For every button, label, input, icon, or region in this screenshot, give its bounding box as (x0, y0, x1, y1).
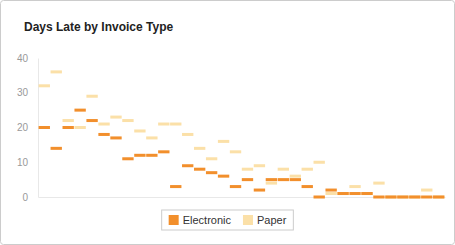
dash-mark (39, 126, 50, 129)
dash-mark (433, 196, 444, 199)
chart-title: Days Late by Invoice Type (24, 20, 173, 34)
dash-mark (421, 196, 432, 199)
legend-swatch (169, 215, 179, 225)
dash-mark (158, 123, 169, 126)
legend-label: Electronic (183, 214, 232, 226)
legend-frame (162, 210, 294, 230)
dash-mark (290, 178, 301, 181)
dash-mark (194, 168, 205, 171)
dash-mark (158, 150, 169, 153)
dash-mark (51, 70, 62, 73)
card-frame (1, 1, 455, 245)
dash-mark (86, 95, 97, 98)
dash-mark (409, 196, 420, 199)
y-tick: 20 (17, 122, 38, 133)
dash-mark (110, 136, 121, 139)
dash-mark (98, 133, 109, 136)
dash-mark (385, 196, 396, 199)
dash-mark (98, 123, 109, 126)
dash-mark (409, 196, 420, 199)
dash-mark (278, 168, 289, 171)
dash-mark (170, 123, 181, 126)
y-tick: 0 (22, 192, 38, 203)
dash-mark (63, 119, 74, 122)
dash-mark (134, 154, 145, 157)
dash-mark (361, 192, 372, 195)
legend-item: Paper (243, 214, 287, 226)
y-tick: 40 (17, 53, 38, 64)
dash-mark (206, 171, 217, 174)
plot-area: 0 10 20 30 40 (17, 53, 446, 203)
marks (39, 70, 445, 198)
dash-mark (146, 154, 157, 157)
legend-label: Paper (257, 214, 287, 226)
dash-mark (361, 192, 372, 195)
dash-mark (230, 150, 241, 153)
dash-mark (397, 196, 408, 199)
y-tick-label: 0 (22, 192, 28, 203)
dash-mark (182, 133, 193, 136)
dash-mark (278, 178, 289, 181)
dash-mark (230, 185, 241, 188)
y-tick-label: 20 (17, 122, 29, 133)
chart-container: Days Late by Invoice Type 0 10 20 30 40 Electr… (0, 0, 455, 245)
y-tick-label: 30 (17, 87, 29, 98)
y-tick-label: 40 (17, 53, 29, 64)
dash-mark (325, 192, 336, 195)
dash-mark (122, 119, 133, 122)
dash-mark (290, 175, 301, 178)
dash-mark (314, 196, 325, 199)
dash-mark (134, 129, 145, 132)
chart-svg: Days Late by Invoice Type 0 10 20 30 40 Electr… (0, 0, 455, 245)
dash-mark (122, 157, 133, 160)
dash-mark (194, 147, 205, 150)
legend-swatch (243, 215, 253, 225)
dash-mark (349, 185, 360, 188)
dash-mark (397, 196, 408, 199)
legend-item: Electronic (169, 214, 232, 226)
y-tick-label: 10 (17, 157, 29, 168)
dash-mark (206, 157, 217, 160)
dash-mark (63, 126, 74, 129)
dash-mark (39, 84, 50, 87)
dash-mark (373, 182, 384, 185)
dash-mark (86, 119, 97, 122)
dash-mark (266, 178, 277, 181)
y-axis: 0 10 20 30 40 (17, 53, 39, 203)
dash-mark (242, 168, 253, 171)
series-0 (39, 109, 445, 199)
dash-mark (182, 164, 193, 167)
dash-mark (385, 196, 396, 199)
series-1 (39, 70, 445, 198)
dash-mark (254, 189, 265, 192)
dash-mark (314, 161, 325, 164)
dash-mark (433, 196, 444, 199)
dash-mark (302, 168, 313, 171)
dash-mark (74, 126, 85, 129)
dash-mark (51, 147, 62, 150)
x-axis (39, 197, 446, 199)
dash-mark (325, 189, 336, 192)
dash-mark (337, 192, 348, 195)
dash-mark (373, 196, 384, 199)
y-tick: 30 (17, 87, 38, 98)
dash-mark (421, 189, 432, 192)
legend: Electronic Paper (162, 210, 294, 230)
dash-mark (242, 178, 253, 181)
dash-mark (170, 185, 181, 188)
dash-mark (74, 109, 85, 112)
dash-mark (337, 192, 348, 195)
dash-mark (266, 182, 277, 185)
dash-mark (218, 140, 229, 143)
dash-mark (146, 136, 157, 139)
dash-mark (254, 164, 265, 167)
y-tick: 10 (17, 157, 38, 168)
dash-mark (302, 185, 313, 188)
dash-mark (349, 192, 360, 195)
dash-mark (218, 175, 229, 178)
dash-mark (110, 116, 121, 119)
